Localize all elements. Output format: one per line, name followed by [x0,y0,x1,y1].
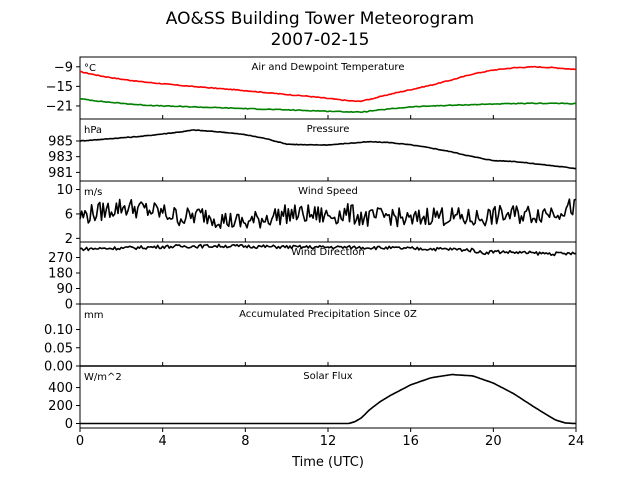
y-tick-label: 0.10 [44,323,73,338]
x-tick-label: 20 [485,434,502,449]
y-tick-label: 400 [48,381,73,396]
x-tick-label: 8 [241,434,249,449]
y-tick-label: −9 [54,60,73,75]
chart-title: AO&SS Building Tower Meteorogram [166,9,474,29]
y-tick-label: 981 [48,166,73,181]
series-line-wind-direction [79,243,577,257]
panels-layer: −21 −15 −9 °C Air and Dewpoint Temperature 98… [44,56,577,432]
y-tick-label: −15 [46,80,73,95]
y-tick-label: 270 [48,251,73,266]
panel-precipitation: 0.00 0.05 0.10 mm Accumulated Precipitation … [44,303,577,375]
series-line-pressure [79,129,577,170]
series-line-wind-speed [79,198,577,229]
series-line-solar-flux [80,373,577,425]
y-tick-label: 180 [48,267,73,282]
panel-title: Wind Speed [298,186,358,197]
x-tick-label: 16 [402,434,419,449]
y-tick-label: 2 [65,232,73,247]
y-tick-label: 0 [65,417,73,432]
y-tick-label: 0.05 [44,341,73,356]
x-tick-label: 12 [320,434,337,449]
panel-unit-label: W/m^2 [84,372,122,383]
y-tick-label: 10 [56,183,73,198]
panel-wind-speed: 2 6 10 m/s Wind Speed [56,180,577,247]
panel-unit-label: mm [84,310,103,321]
panel-title: Pressure [307,124,350,135]
x-tick-label: 0 [76,434,84,449]
y-tick-label: 6 [65,207,73,222]
series-line-temperature-2 [79,98,577,114]
panel-solar-flux: 0 200 400 W/m^2 Solar Flux [48,365,577,432]
x-tick-label: 4 [159,434,167,449]
y-tick-label: 90 [56,282,73,297]
panel-title: Air and Dewpoint Temperature [252,62,405,73]
panel-unit-label: hPa [84,125,102,136]
y-tick-label: 985 [48,134,73,149]
x-axis: 0 4 8 12 16 20 24 [76,428,584,449]
y-tick-label: 983 [48,150,73,165]
panel-title: Wind Direction [291,247,365,258]
x-tick-label: 24 [568,434,585,449]
panel-unit-label: °C [84,63,96,74]
y-tick-label: 0.00 [44,360,73,375]
y-tick-label: 0 [65,298,73,313]
y-tick-label: 200 [48,399,73,414]
chart-subtitle: 2007-02-15 [271,30,370,50]
series-line-temperature-1 [79,65,577,103]
x-axis-label: Time (UTC) [291,455,364,470]
panel-title: Solar Flux [303,371,353,382]
y-tick-label: −21 [46,99,73,114]
panel-unit-label: m/s [84,187,102,198]
panel-title: Accumulated Precipitation Since 0Z [239,309,417,320]
panel-temperature: −21 −15 −9 °C Air and Dewpoint Temperature [46,56,577,120]
